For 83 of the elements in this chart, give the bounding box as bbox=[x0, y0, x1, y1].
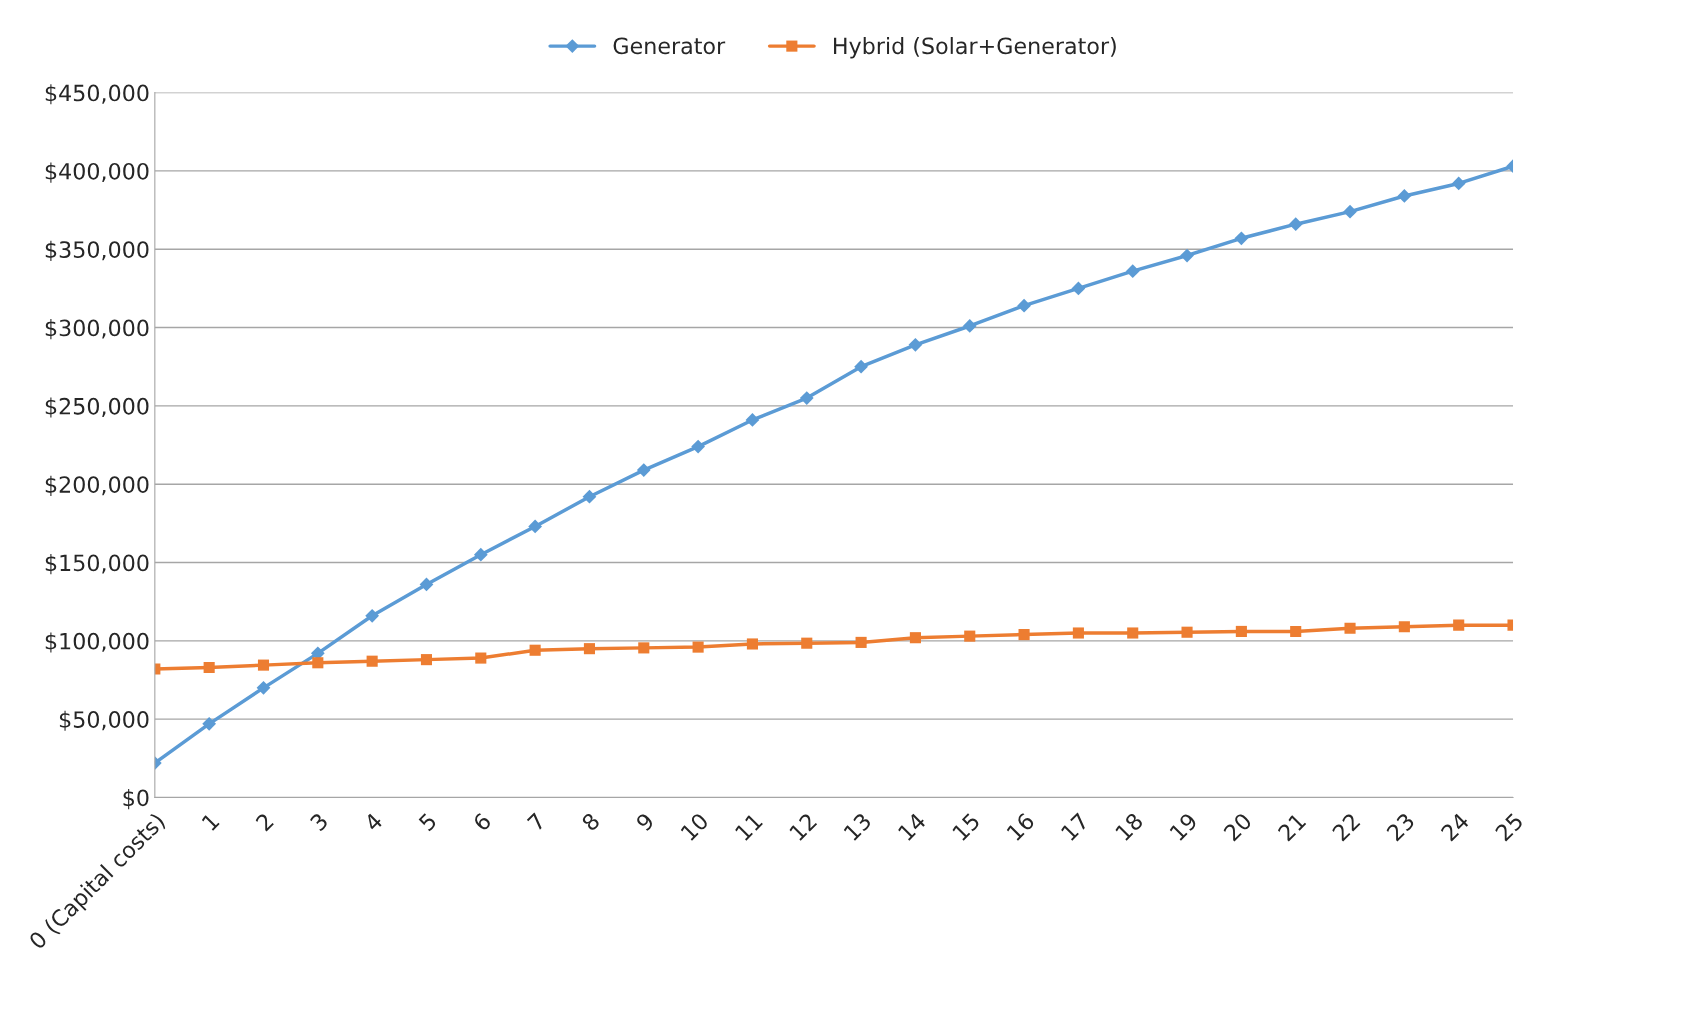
point bbox=[1072, 627, 1084, 639]
x-tick-label: 18 bbox=[1114, 812, 1144, 842]
point bbox=[1018, 629, 1030, 641]
x-tick-label: 23 bbox=[1385, 812, 1416, 842]
point bbox=[202, 716, 217, 731]
point bbox=[528, 519, 542, 534]
point bbox=[366, 655, 378, 667]
y-tick-label: $200,000 bbox=[45, 475, 149, 496]
point bbox=[745, 413, 760, 427]
point bbox=[1017, 298, 1031, 313]
point bbox=[855, 636, 867, 648]
point bbox=[1127, 627, 1139, 639]
y-tick-label: $300,000 bbox=[45, 319, 149, 340]
point bbox=[909, 632, 921, 644]
point bbox=[1343, 204, 1357, 219]
point bbox=[962, 319, 977, 333]
point bbox=[1235, 625, 1247, 637]
point bbox=[1234, 231, 1249, 246]
point bbox=[365, 608, 380, 623]
point bbox=[529, 644, 541, 656]
point bbox=[1451, 176, 1466, 191]
point bbox=[420, 654, 433, 666]
x-tick-label: 16 bbox=[1006, 811, 1036, 842]
point bbox=[1071, 281, 1086, 296]
x-tick-label: 19 bbox=[1169, 812, 1199, 842]
y-tick-label: $400,000 bbox=[45, 162, 149, 183]
point bbox=[1181, 626, 1193, 638]
x-tick-label: 24 bbox=[1440, 811, 1470, 842]
point bbox=[746, 638, 758, 650]
x-tick-label: 17 bbox=[1060, 812, 1089, 841]
point bbox=[1398, 621, 1410, 633]
y-tick-label: $350,000 bbox=[45, 240, 149, 261]
point bbox=[1125, 264, 1140, 279]
point bbox=[203, 661, 215, 674]
point bbox=[691, 439, 705, 454]
point bbox=[1397, 189, 1412, 203]
point bbox=[475, 652, 487, 664]
point bbox=[1344, 622, 1356, 634]
point bbox=[799, 391, 814, 405]
point bbox=[1290, 625, 1302, 637]
point bbox=[312, 657, 324, 669]
legend-label: Generator bbox=[613, 37, 726, 55]
point bbox=[964, 630, 976, 642]
y-tick-label: $0 bbox=[123, 789, 149, 810]
point bbox=[908, 337, 923, 352]
x-tick-label: 14 bbox=[897, 812, 927, 841]
point bbox=[801, 637, 813, 649]
point bbox=[1453, 619, 1465, 631]
point bbox=[854, 359, 868, 374]
x-tick-label: 9 bbox=[635, 812, 655, 832]
y-tick-label: $450,000 bbox=[45, 84, 149, 105]
x-tick-label: 12 bbox=[788, 812, 818, 841]
y-tick-label: $50,000 bbox=[59, 710, 149, 731]
point bbox=[636, 463, 651, 477]
x-tick-label: 6 bbox=[472, 811, 492, 832]
point bbox=[692, 641, 704, 653]
x-tick-label: 21 bbox=[1277, 812, 1307, 842]
point bbox=[257, 659, 270, 671]
y-tick-label: $100,000 bbox=[45, 632, 149, 653]
point bbox=[638, 642, 650, 654]
x-tick-label: 13 bbox=[843, 812, 872, 842]
point bbox=[1180, 248, 1194, 263]
point bbox=[582, 489, 597, 504]
point bbox=[256, 680, 271, 695]
x-tick-label: 1 bbox=[201, 812, 220, 831]
x-tick-label: 7 bbox=[526, 812, 546, 832]
x-tick-label: 2 bbox=[254, 812, 274, 832]
x-tick-label: 4 bbox=[363, 812, 384, 832]
x-tick-label: 15 bbox=[951, 812, 981, 842]
x-tick-label: 20 bbox=[1222, 811, 1253, 842]
y-tick-label: $150,000 bbox=[45, 554, 149, 575]
y-tick-label: $250,000 bbox=[45, 397, 149, 418]
x-tick-label: 10 bbox=[680, 811, 710, 842]
legend-label: Hybrid (Solar+Generator) bbox=[834, 37, 1116, 59]
x-tick-label: 5 bbox=[418, 812, 438, 832]
x-tick-label: 11 bbox=[734, 812, 763, 841]
x-tick-label: 22 bbox=[1331, 812, 1361, 842]
x-tick-label: 8 bbox=[580, 812, 601, 832]
point bbox=[583, 643, 596, 655]
point bbox=[473, 547, 488, 562]
x-tick-label: 25 bbox=[1494, 812, 1524, 842]
point bbox=[1288, 217, 1303, 232]
x-tick-label: 3 bbox=[309, 812, 329, 832]
